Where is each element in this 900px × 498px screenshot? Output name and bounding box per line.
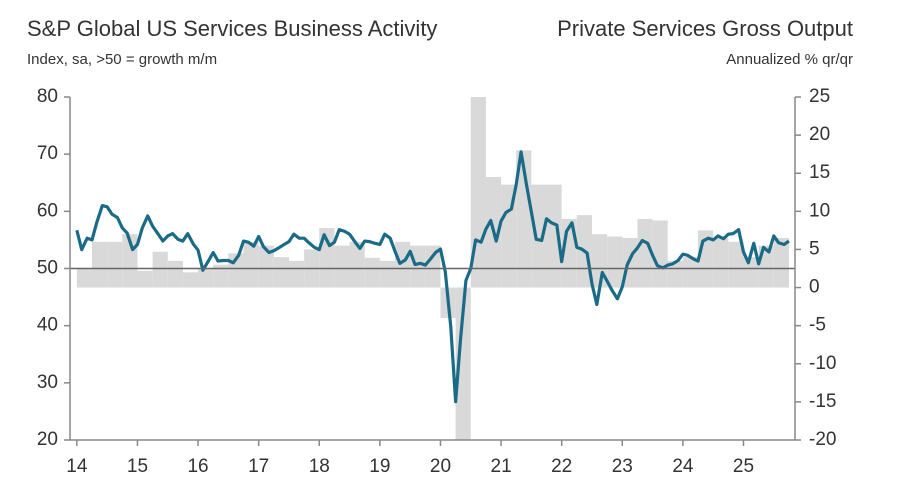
y-tick-label: 40 <box>37 315 58 336</box>
x-tick-label: 15 <box>127 456 148 477</box>
bar <box>410 245 426 288</box>
bar <box>455 287 471 440</box>
y-tick-label: 50 <box>37 258 58 279</box>
y2-tick-label: 10 <box>809 200 830 221</box>
x-tick-label: 25 <box>733 456 754 477</box>
bar <box>76 268 92 288</box>
bar <box>395 241 411 288</box>
bar <box>137 270 153 288</box>
bar <box>288 260 305 288</box>
plot-area <box>75 97 790 440</box>
bar <box>607 236 623 288</box>
bar <box>258 245 274 288</box>
bar <box>91 241 108 288</box>
y2-tick-label: -10 <box>809 353 836 374</box>
y-tick-label: 20 <box>37 429 58 450</box>
x-tick-label: 17 <box>248 456 269 477</box>
bar <box>152 251 168 288</box>
y2-tick-label: 0 <box>809 277 820 298</box>
bar <box>667 260 683 288</box>
y2-tick-label: 15 <box>809 162 830 183</box>
bar <box>682 257 699 288</box>
y2-title: Private Services Gross Output <box>557 16 853 41</box>
bar <box>349 241 365 288</box>
y2-tick-label: 25 <box>809 86 830 107</box>
bar <box>364 257 380 288</box>
y2-tick-label: -5 <box>809 315 826 336</box>
chart-title: S&P Global US Services Business Activity <box>27 16 437 41</box>
x-tick-label: 20 <box>430 456 451 477</box>
bar <box>713 238 729 288</box>
bar <box>334 245 350 288</box>
bar <box>273 257 289 288</box>
bar <box>425 245 441 288</box>
bar <box>167 260 183 288</box>
bar <box>501 184 517 288</box>
x-tick-label: 19 <box>369 456 390 477</box>
x-tick-label: 21 <box>491 456 512 477</box>
bar <box>182 272 199 288</box>
x-tick-label: 16 <box>187 456 208 477</box>
bar <box>531 184 547 288</box>
line <box>75 150 790 404</box>
x-tick-label: 18 <box>309 456 330 477</box>
x-tick-label: 22 <box>551 456 572 477</box>
bar <box>546 184 562 288</box>
y2-tick-label: -20 <box>809 429 836 450</box>
bar <box>213 264 229 288</box>
bar <box>198 268 214 288</box>
y-tick-label: 60 <box>37 200 58 221</box>
bar <box>652 220 668 288</box>
y2-tick-label: 20 <box>809 124 830 145</box>
chart-subtitle: Index, sa, >50 = growth m/m <box>27 51 217 68</box>
bar <box>743 257 759 288</box>
y2-subtitle: Annualized % qr/qr <box>726 51 853 68</box>
bar <box>379 260 396 288</box>
x-tick-label: 24 <box>672 456 694 477</box>
bar <box>773 238 789 288</box>
bar <box>107 241 123 288</box>
y-tick-label: 80 <box>37 86 58 107</box>
x-tick-label: 23 <box>612 456 633 477</box>
bar <box>243 241 259 288</box>
y2-tick-label: -15 <box>809 391 836 412</box>
y-tick-label: 30 <box>37 372 58 393</box>
y-tick-label: 70 <box>37 143 58 164</box>
y2-tick-label: 5 <box>809 238 820 259</box>
bar <box>728 241 744 288</box>
x-tick-label: 14 <box>66 456 88 477</box>
bar <box>637 218 653 288</box>
